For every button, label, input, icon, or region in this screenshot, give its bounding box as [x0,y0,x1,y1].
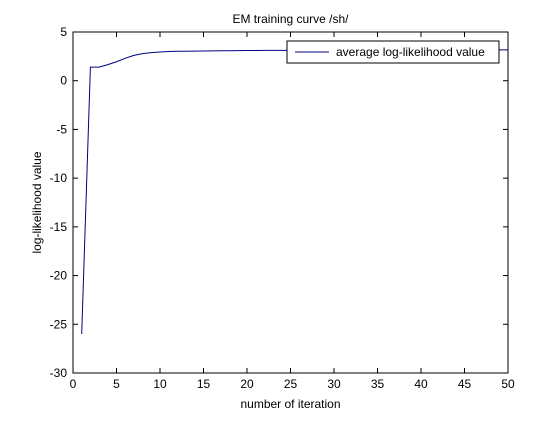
y-axis-title: log-likelihood value [30,151,44,253]
ticks-layer: 0 5 10 15 20 25 30 35 40 45 50 -30 -25 -20 -15 -10 -5 0 5 [50,25,515,391]
x-tick-label: 40 [414,377,428,391]
x-tick-label: 10 [153,377,167,391]
y-tick-label: -15 [50,220,68,234]
x-axis-title: number of iteration [240,397,340,411]
y-tick-label: -10 [50,171,68,185]
legend-box [286,40,500,64]
x-tick-label: 35 [371,377,385,391]
x-tick-label: 20 [240,377,254,391]
legend: average log-likelihood value [286,40,500,64]
x-tick-label: 45 [458,377,472,391]
x-tick-label: 25 [284,377,298,391]
x-tick-label: 50 [501,377,515,391]
x-tick-label: 5 [113,377,120,391]
y-tick-label: -30 [50,366,68,380]
x-tick-label: 15 [197,377,211,391]
x-tick-label: 30 [327,377,341,391]
y-tick-label: 5 [60,25,67,39]
chart-title: EM training curve /sh/ [232,12,349,26]
y-tick-label: -5 [56,122,67,136]
y-tick-label: 0 [60,74,67,88]
legend-entry: average log-likelihood value [336,45,485,59]
y-tick-label: -20 [50,269,68,283]
y-tick-label: -25 [50,317,68,331]
x-tick-label: 0 [70,377,77,391]
plot-area [73,32,508,373]
